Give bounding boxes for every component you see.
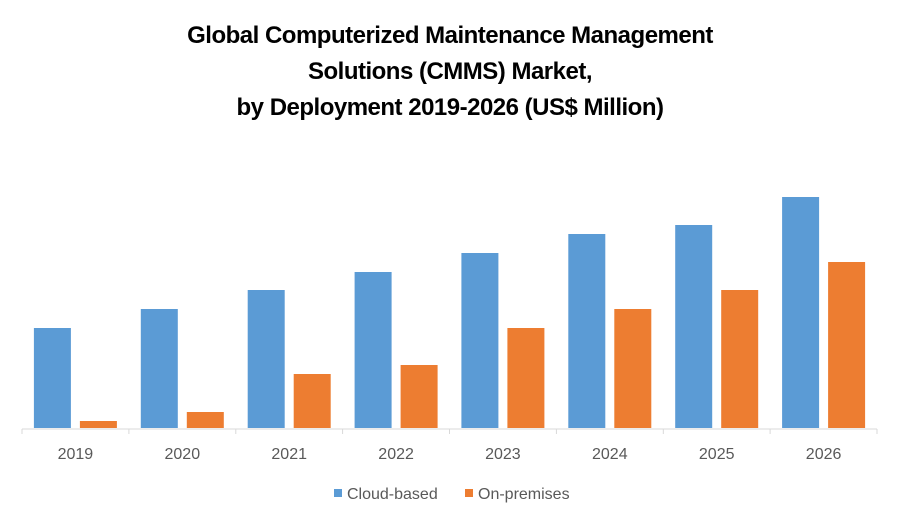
bar-on-premises-2023 — [507, 328, 545, 428]
bars-group — [33, 197, 866, 428]
x-tick-label-2026: 2026 — [806, 446, 842, 463]
bar-cloud-based-2021 — [247, 290, 285, 428]
bar-cloud-based-2026 — [782, 197, 820, 428]
x-tick-label-2023: 2023 — [485, 446, 521, 463]
x-tick-label-2024: 2024 — [592, 446, 628, 463]
bar-on-premises-2024 — [614, 309, 652, 428]
chart-title-line-3: by Deployment 2019-2026 (US$ Million) — [236, 94, 664, 121]
legend: Cloud-based On-premises — [334, 486, 570, 503]
chart-title-line-1: Global Computerized Maintenance Manageme… — [187, 22, 713, 49]
x-tick-label-2021: 2021 — [271, 446, 307, 463]
bar-cloud-based-2020 — [140, 309, 178, 428]
legend-label-cloud-based: Cloud-based — [347, 486, 438, 503]
legend-swatch-cloud-based — [334, 489, 342, 497]
chart-title: Global Computerized Maintenance Manageme… — [0, 18, 900, 126]
x-tick-label-2020: 2020 — [165, 446, 201, 463]
bar-cloud-based-2025 — [675, 225, 713, 428]
bar-on-premises-2022 — [400, 365, 438, 428]
bar-on-premises-2025 — [721, 290, 759, 428]
bar-cloud-based-2024 — [568, 234, 606, 428]
bar-cloud-based-2023 — [461, 253, 499, 428]
bar-on-premises-2021 — [293, 374, 331, 428]
x-axis — [21, 428, 878, 434]
bar-on-premises-2019 — [79, 421, 117, 428]
bar-cloud-based-2022 — [354, 272, 392, 428]
bar-cloud-based-2019 — [33, 328, 71, 428]
x-tick-label-2022: 2022 — [378, 446, 414, 463]
chart-title-line-2: Solutions (CMMS) Market, — [307, 58, 593, 85]
bar-on-premises-2020 — [186, 412, 224, 428]
x-tick-labels: 2019 2020 2021 2022 2023 2024 2025 2026 — [58, 446, 842, 463]
bar-on-premises-2026 — [828, 262, 866, 428]
legend-swatch-on-premises — [465, 489, 473, 497]
x-tick-label-2025: 2025 — [699, 446, 735, 463]
legend-label-on-premises: On-premises — [478, 486, 570, 503]
x-tick-label-2019: 2019 — [58, 446, 94, 463]
